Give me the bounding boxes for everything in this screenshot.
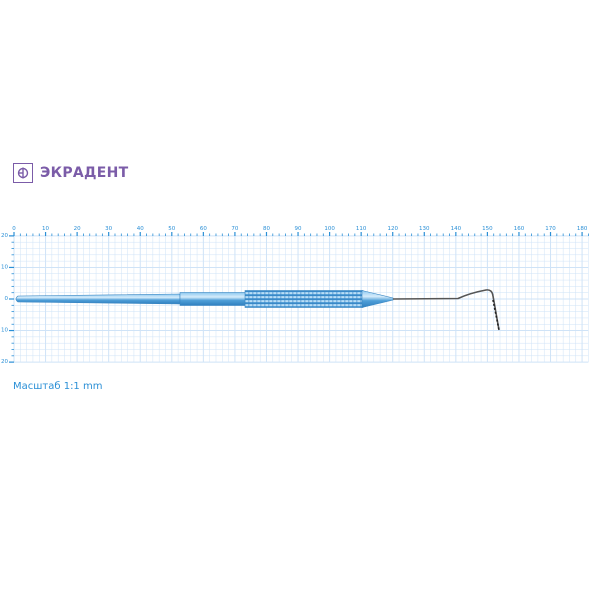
y-axis-labels: 20 10 0 10 20 <box>1 233 9 365</box>
x-tick-label: 120 <box>387 226 398 232</box>
x-tick-label: 90 <box>295 226 302 232</box>
x-tick-label: 10 <box>42 226 49 232</box>
x-axis-labels: 0 10 20 30 40 50 60 70 80 90 100 110 120 130 140 150 160… <box>12 226 588 232</box>
probe-knurled-grip <box>244 290 364 308</box>
x-tick-label: 130 <box>419 226 430 232</box>
x-tick-label: 170 <box>545 226 556 232</box>
x-tick-label: 160 <box>514 226 525 232</box>
ruler-ticks <box>9 232 589 363</box>
y-tick-label: 10 <box>1 328 8 334</box>
x-tick-label: 0 <box>12 226 16 232</box>
x-tick-label: 140 <box>451 226 462 232</box>
x-tick-label: 100 <box>324 226 335 232</box>
x-tick-label: 70 <box>231 226 238 232</box>
y-tick-label: 10 <box>1 265 8 271</box>
y-tick-label: 20 <box>1 359 8 365</box>
scale-label: Масштаб 1:1 mm <box>13 381 103 392</box>
probe-collar <box>179 292 247 306</box>
x-tick-label: 80 <box>263 226 270 232</box>
x-tick-label: 180 <box>577 226 588 232</box>
dental-probe-instrument <box>15 289 500 331</box>
logo-mark-icon <box>13 163 33 183</box>
x-tick-label: 150 <box>482 226 493 232</box>
probe-working-tip <box>392 289 500 331</box>
brand-logo: ЭКРАДЕНТ <box>13 163 129 183</box>
x-tick-label: 30 <box>105 226 112 232</box>
x-tick-label: 50 <box>168 226 175 232</box>
y-tick-label: 0 <box>5 296 9 302</box>
y-tick-label: 20 <box>1 233 8 239</box>
x-tick-label: 110 <box>356 226 367 232</box>
x-tick-label: 20 <box>74 226 81 232</box>
brand-name: ЭКРАДЕНТ <box>40 165 129 181</box>
x-tick-label: 40 <box>137 226 144 232</box>
probe-shaft <box>15 293 181 305</box>
probe-cone <box>361 290 394 308</box>
x-tick-label: 60 <box>200 226 207 232</box>
